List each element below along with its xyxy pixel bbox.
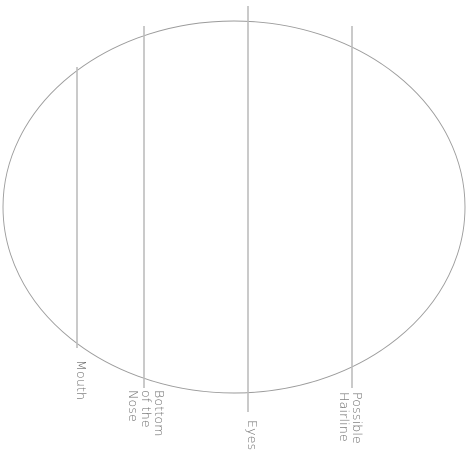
face-oval — [2, 20, 466, 394]
eyes-label: Eyes — [245, 420, 260, 451]
label-line: Eyes — [245, 420, 260, 451]
hairline-label: Possible Hairline — [337, 392, 365, 444]
label-line: Possible — [350, 392, 365, 444]
nose-label: Bottom of the Nose — [126, 390, 167, 437]
label-line: Nose — [126, 390, 141, 423]
label-line: Bottom — [152, 390, 167, 437]
label-line: Hairline — [337, 392, 352, 442]
label-line: Mouth — [74, 360, 89, 401]
mouth-label: Mouth — [74, 360, 89, 401]
